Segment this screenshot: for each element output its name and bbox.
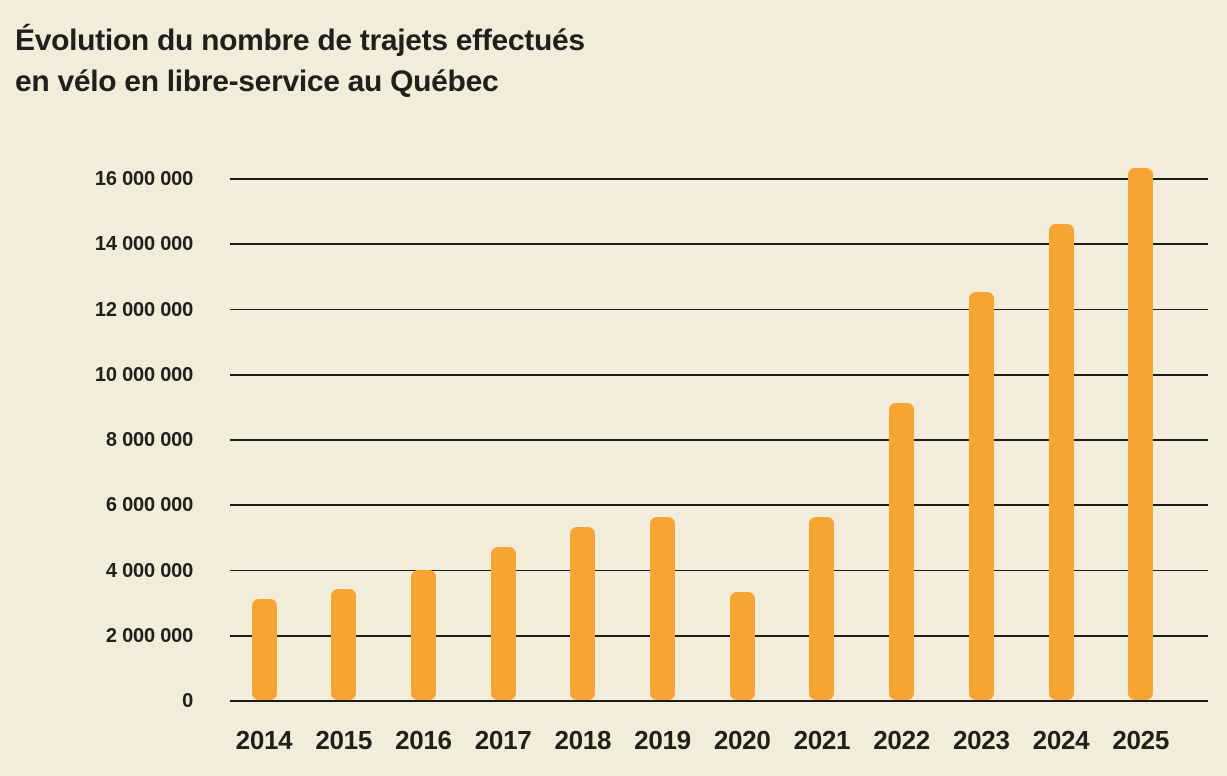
x-axis-label: 2020 bbox=[713, 725, 771, 755]
y-axis-label: 12 000 000 bbox=[94, 298, 193, 321]
y-axis-label: 16 000 000 bbox=[94, 168, 193, 190]
chart-title-line1: Évolution du nombre de trajets effectués bbox=[15, 24, 585, 57]
x-axis-label: 2014 bbox=[235, 725, 293, 755]
bar-2022 bbox=[889, 403, 915, 700]
bar-2023 bbox=[968, 292, 994, 700]
bar-2015 bbox=[331, 589, 357, 700]
gridline bbox=[230, 700, 1208, 702]
bar-2019 bbox=[650, 517, 675, 700]
x-axis-label: 2018 bbox=[554, 725, 612, 755]
gridline bbox=[230, 178, 1208, 180]
bar-2025 bbox=[1128, 168, 1154, 700]
y-axis-label: 0 bbox=[182, 690, 193, 712]
gridline bbox=[230, 439, 1208, 441]
y-axis-label: 14 000 000 bbox=[94, 233, 193, 256]
y-axis-label: 2 000 000 bbox=[105, 624, 193, 647]
y-axis-label: 10 000 000 bbox=[94, 363, 193, 386]
gridline bbox=[230, 308, 1208, 311]
chart-title: Évolution du nombre de trajets effectués… bbox=[15, 20, 585, 102]
x-axis-label: 2024 bbox=[1032, 725, 1090, 755]
bar-2014 bbox=[251, 598, 277, 700]
gridline bbox=[230, 243, 1208, 246]
bar-2020 bbox=[729, 592, 755, 700]
y-axis-label: 8 000 000 bbox=[105, 429, 193, 451]
bar-2017 bbox=[490, 546, 516, 700]
bar-2016 bbox=[410, 569, 436, 700]
bar-2018 bbox=[570, 527, 596, 700]
x-axis-label: 2022 bbox=[873, 725, 930, 755]
x-axis-label: 2021 bbox=[793, 725, 851, 755]
x-axis-label: 2017 bbox=[474, 725, 532, 755]
gridline bbox=[230, 373, 1208, 376]
gridline bbox=[230, 569, 1208, 572]
gridline bbox=[230, 634, 1208, 637]
x-axis-label: 2025 bbox=[1112, 725, 1169, 755]
y-axis-label: 4 000 000 bbox=[105, 559, 193, 582]
bar-2024 bbox=[1048, 223, 1074, 700]
chart-title-line2: en vélo en libre-service au Québec bbox=[15, 65, 499, 98]
y-axis-label: 6 000 000 bbox=[105, 494, 193, 517]
gridline bbox=[230, 504, 1208, 507]
x-axis-label: 2019 bbox=[634, 725, 691, 755]
x-axis-label: 2016 bbox=[395, 725, 452, 755]
x-axis-label: 2023 bbox=[952, 725, 1010, 755]
x-axis-label: 2015 bbox=[315, 725, 372, 755]
plot-area: 0 2 000 000 4 000 000 6 000 000 8 000 000 10 … bbox=[95, 168, 1208, 755]
bar-2021 bbox=[809, 517, 835, 700]
